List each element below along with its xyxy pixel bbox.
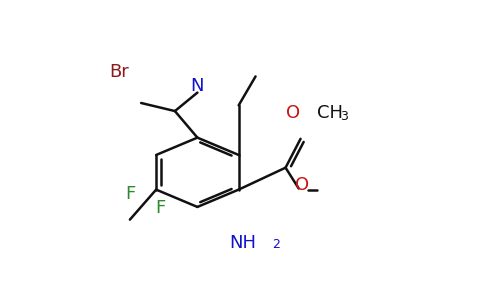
Text: 3: 3 (340, 110, 348, 123)
Text: 2: 2 (272, 238, 280, 251)
Text: NH: NH (229, 234, 256, 252)
Text: CH: CH (318, 104, 344, 122)
Text: F: F (155, 199, 165, 217)
Text: O: O (295, 176, 309, 194)
Text: F: F (125, 185, 135, 203)
Text: Br: Br (109, 63, 129, 81)
Text: O: O (286, 104, 300, 122)
Text: N: N (191, 77, 204, 95)
